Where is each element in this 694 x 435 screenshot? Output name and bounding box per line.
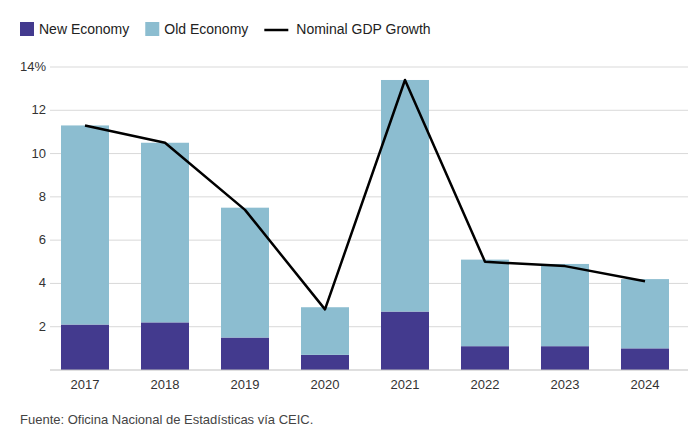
y-tick-label: 2 xyxy=(39,319,46,334)
bar xyxy=(381,312,429,370)
bar xyxy=(541,264,589,346)
x-tick-label: 2022 xyxy=(471,377,500,392)
bar xyxy=(621,348,669,370)
bar xyxy=(221,208,269,338)
legend-swatch xyxy=(264,29,288,32)
x-tick-label: 2017 xyxy=(71,377,100,392)
bar xyxy=(221,338,269,370)
marks xyxy=(61,80,669,370)
y-tick-label: 8 xyxy=(39,189,46,204)
y-tick-label: 14% xyxy=(20,59,46,74)
bar xyxy=(381,80,429,312)
chart-svg: 2 4 6 8 10 12 14% 2017 2018 2019 2020 2021 2022 2023 2… xyxy=(0,0,694,435)
legend-swatch xyxy=(145,22,159,36)
legend-swatch xyxy=(20,22,34,36)
bar xyxy=(301,355,349,370)
bar xyxy=(141,322,189,370)
grid xyxy=(50,67,688,327)
legend-label: Nominal GDP Growth xyxy=(296,21,430,37)
bar xyxy=(301,307,349,355)
axis-line xyxy=(50,370,688,371)
bar xyxy=(541,346,589,370)
grid-line xyxy=(50,110,688,111)
x-tick-label: 2018 xyxy=(151,377,180,392)
y-tick-label: 10 xyxy=(32,146,46,161)
chart-container: 2 4 6 8 10 12 14% 2017 2018 2019 2020 2021 2022 2023 2… xyxy=(0,0,694,435)
legend-label: New Economy xyxy=(39,21,129,37)
legend-label: Old Economy xyxy=(164,21,248,37)
line xyxy=(85,80,645,309)
bar xyxy=(61,125,109,324)
bar xyxy=(141,143,189,323)
x-tick-label: 2019 xyxy=(231,377,260,392)
bar xyxy=(461,260,509,347)
x-tick-label: 2023 xyxy=(551,377,580,392)
y-tick-label: 12 xyxy=(32,102,46,117)
bar xyxy=(461,346,509,370)
bar xyxy=(61,325,109,370)
x-tick-label: 2021 xyxy=(391,377,420,392)
legend: New Economy Old Economy Nominal GDP Growth xyxy=(20,21,431,37)
source-note: Fuente: Oficina Nacional de Estadísticas… xyxy=(20,412,313,427)
grid-line xyxy=(50,67,688,68)
bar xyxy=(621,279,669,348)
x-tick-label: 2024 xyxy=(631,377,660,392)
x-tick-label: 2020 xyxy=(311,377,340,392)
y-tick-label: 6 xyxy=(39,232,46,247)
y-tick-label: 4 xyxy=(39,275,46,290)
